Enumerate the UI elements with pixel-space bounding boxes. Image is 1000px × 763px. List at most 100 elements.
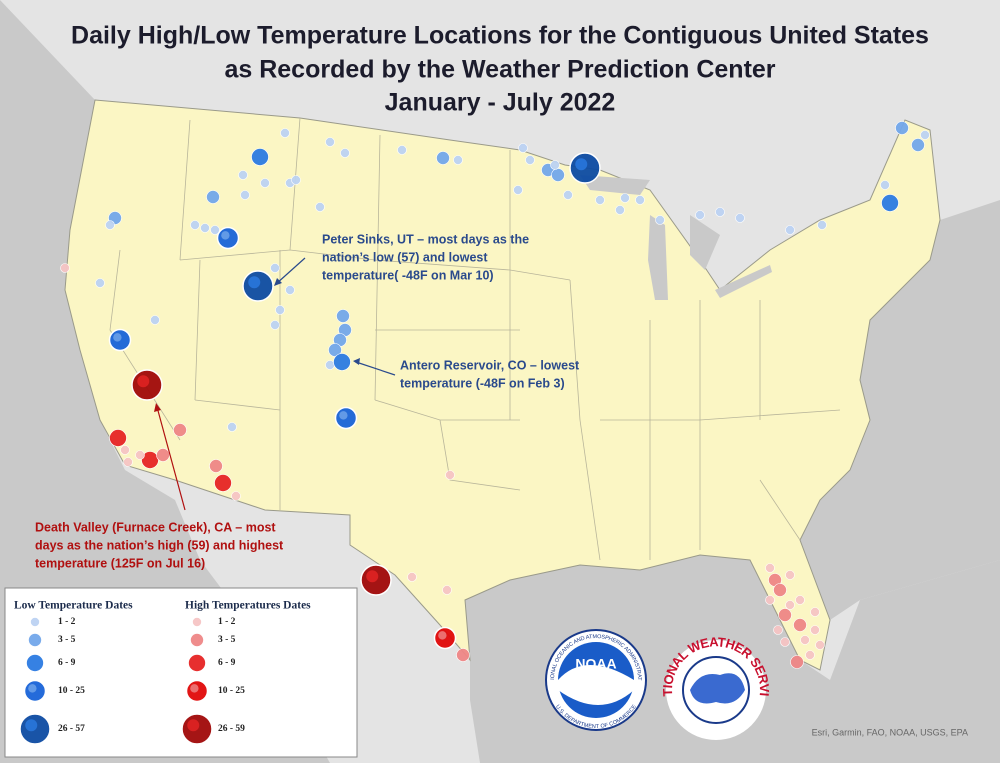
low-dot — [270, 263, 280, 273]
low-dot-core — [339, 411, 348, 420]
annotation: temperature (-48F on Feb 3) — [400, 376, 565, 390]
low-dot — [206, 190, 220, 204]
high-dot — [815, 640, 825, 650]
high-dot — [780, 637, 790, 647]
low-dot — [550, 160, 560, 170]
arrowhead — [274, 278, 282, 286]
low-dot — [340, 148, 350, 158]
title-line: Daily High/Low Temperature Locations for… — [71, 22, 929, 50]
title-line: January - July 2022 — [385, 89, 616, 117]
annotation-arrows — [154, 257, 396, 511]
high-dot-core — [366, 570, 379, 583]
arrowhead — [353, 358, 360, 365]
high-dot — [231, 491, 241, 501]
nws-cloud — [690, 673, 745, 704]
annotation: Death Valley (Furnace Creek), CA – most — [35, 520, 276, 534]
arrowhead — [154, 403, 161, 412]
legend-label: 1 - 2 — [218, 617, 236, 627]
high-dot — [800, 635, 810, 645]
legend-swatch — [26, 654, 44, 672]
high-dot — [214, 474, 232, 492]
high-dot — [135, 450, 145, 460]
legend-swatch — [188, 654, 206, 672]
high-dot — [173, 423, 187, 437]
high-dot — [810, 607, 820, 617]
high-dot — [793, 618, 807, 632]
legend-title: Low Temperature Dates — [14, 600, 133, 612]
low-dot — [881, 194, 899, 212]
low-dot — [315, 202, 325, 212]
arrow — [275, 257, 306, 285]
annotation: days as the nation’s high (59) and highe… — [35, 538, 284, 552]
high-dot — [765, 595, 775, 605]
low-dot — [291, 175, 301, 185]
legend-label: 10 - 25 — [58, 686, 85, 696]
low-dot — [275, 305, 285, 315]
low-dot-core — [248, 276, 261, 289]
low-dot — [595, 195, 605, 205]
legend-swatch — [190, 633, 204, 647]
annotation: Peter Sinks, UT – most days as the — [322, 232, 529, 246]
low-dot — [525, 155, 535, 165]
annotation: Antero Reservoir, CO – lowest — [400, 358, 580, 372]
legend-items: 1 - 2 3 - 5 6 - 9 10 - 25 26 - 57 1 - 2 3 - 5 6… — [19, 617, 245, 745]
state-lines — [109, 117, 841, 561]
annotation: nation’s low (57) and lowest — [322, 250, 488, 264]
high-dot — [795, 595, 805, 605]
legend-label: 26 - 59 — [218, 724, 245, 734]
high-dot — [209, 459, 223, 473]
low-dot — [190, 220, 200, 230]
high-dot — [778, 608, 792, 622]
dots — [60, 121, 930, 669]
lake-huron — [690, 215, 720, 270]
legend-swatch — [30, 617, 40, 627]
low-dot-core — [575, 158, 588, 171]
high-dot — [109, 429, 127, 447]
legend-label: 6 - 9 — [218, 658, 236, 668]
annotation: temperature (125F on Jul 16) — [35, 556, 205, 570]
low-dot — [635, 195, 645, 205]
low-dot — [325, 137, 335, 147]
low-dot — [270, 320, 280, 330]
legend-label: 1 - 2 — [58, 617, 76, 627]
high-dot — [456, 648, 470, 662]
annotation: temperature( -48F on Mar 10) — [322, 268, 494, 282]
high-dot — [407, 572, 417, 582]
legend-swatch — [192, 617, 202, 627]
low-dot — [715, 207, 725, 217]
title-line: as Recorded by the Weather Prediction Ce… — [224, 56, 775, 84]
high-dot — [445, 470, 455, 480]
low-dot — [95, 278, 105, 288]
high-dot — [765, 563, 775, 573]
high-dot-core — [438, 631, 447, 640]
low-dot — [105, 220, 115, 230]
legend-label: 26 - 57 — [58, 724, 85, 734]
high-dot — [785, 570, 795, 580]
high-dot — [773, 583, 787, 597]
low-dot — [240, 190, 250, 200]
low-dot — [210, 225, 220, 235]
low-dot — [895, 121, 909, 135]
atlantic-ocean — [800, 200, 1000, 620]
low-dot — [911, 138, 925, 152]
low-dot — [563, 190, 573, 200]
low-dot — [436, 151, 450, 165]
low-dot — [880, 180, 890, 190]
high-dot — [120, 445, 130, 455]
low-dot — [615, 205, 625, 215]
low-dot — [920, 130, 930, 140]
legend-swatch — [28, 633, 42, 647]
high-dot — [156, 448, 170, 462]
low-dot — [328, 343, 342, 357]
us-land — [64, 99, 941, 671]
noaa-text: NOAA — [575, 656, 616, 672]
low-dot — [513, 185, 523, 195]
legend-label: 3 - 5 — [58, 635, 76, 645]
low-dot — [397, 145, 407, 155]
low-dot — [238, 170, 248, 180]
arrow — [156, 406, 186, 511]
high-dot — [790, 655, 804, 669]
legend-label: 3 - 5 — [218, 635, 236, 645]
low-dot — [817, 220, 827, 230]
